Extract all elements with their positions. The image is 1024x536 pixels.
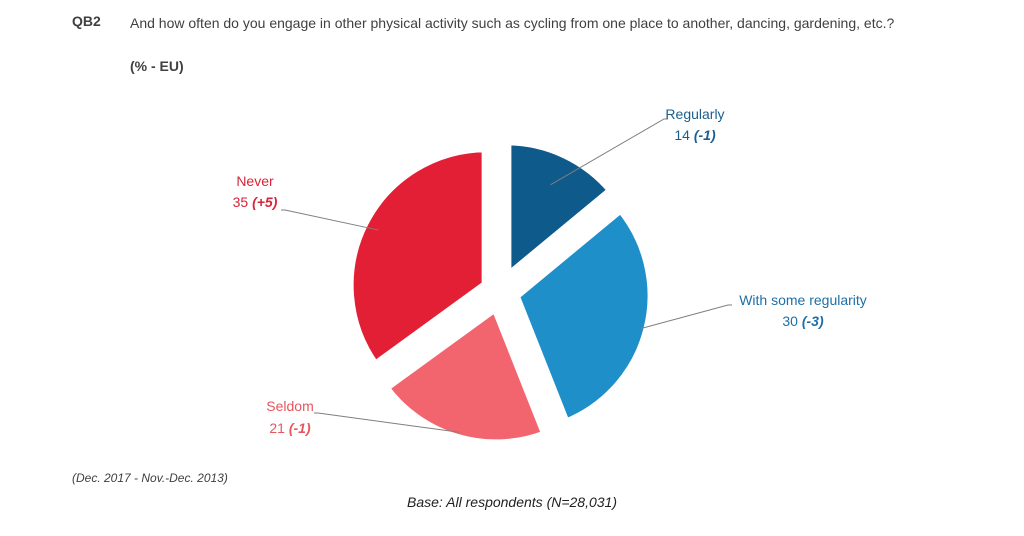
pie-slice-seldom — [379, 301, 552, 450]
comparison-period: (Dec. 2017 - Nov.-Dec. 2013) — [72, 471, 228, 485]
slice-change-with-some-regularity: (-3) — [802, 313, 824, 329]
pie-slice-regularly — [501, 135, 618, 284]
pie-slice-never — [343, 142, 492, 372]
question-unit: (% - EU) — [130, 58, 184, 74]
pie-slice-with-some-regularity — [509, 202, 658, 430]
slice-label-with-some-regularity: With some regularity — [739, 292, 867, 308]
slice-change-seldom: (-1) — [289, 420, 311, 436]
slice-change-never: (+5) — [252, 194, 278, 210]
slice-change-regularly: (-1) — [694, 127, 716, 143]
leader-lines — [281, 118, 732, 433]
leader-line-with-some-regularity — [641, 304, 732, 329]
slice-value-seldom: 21 (-1) — [269, 420, 311, 436]
slice-value-with-some-regularity: 30 (-3) — [782, 313, 824, 329]
slice-label-regularly: Regularly — [665, 106, 724, 122]
question-text: And how often do you engage in other phy… — [130, 15, 895, 31]
leader-line-seldom — [314, 412, 460, 433]
slice-label-seldom: Seldom — [266, 398, 313, 414]
leader-line-never — [281, 209, 379, 231]
leader-line-regularly — [550, 118, 668, 186]
slice-value-never: 35 (+5) — [233, 194, 278, 210]
question-code: QB2 — [72, 13, 101, 29]
slice-labels: Regularly 14 (-1) With some regularity 30 (… — [233, 106, 867, 436]
slice-value-regularly: 14 (-1) — [674, 127, 716, 143]
base-note: Base: All respondents (N=28,031) — [407, 494, 617, 510]
pie-slices — [343, 135, 658, 450]
slice-label-never: Never — [236, 173, 274, 189]
